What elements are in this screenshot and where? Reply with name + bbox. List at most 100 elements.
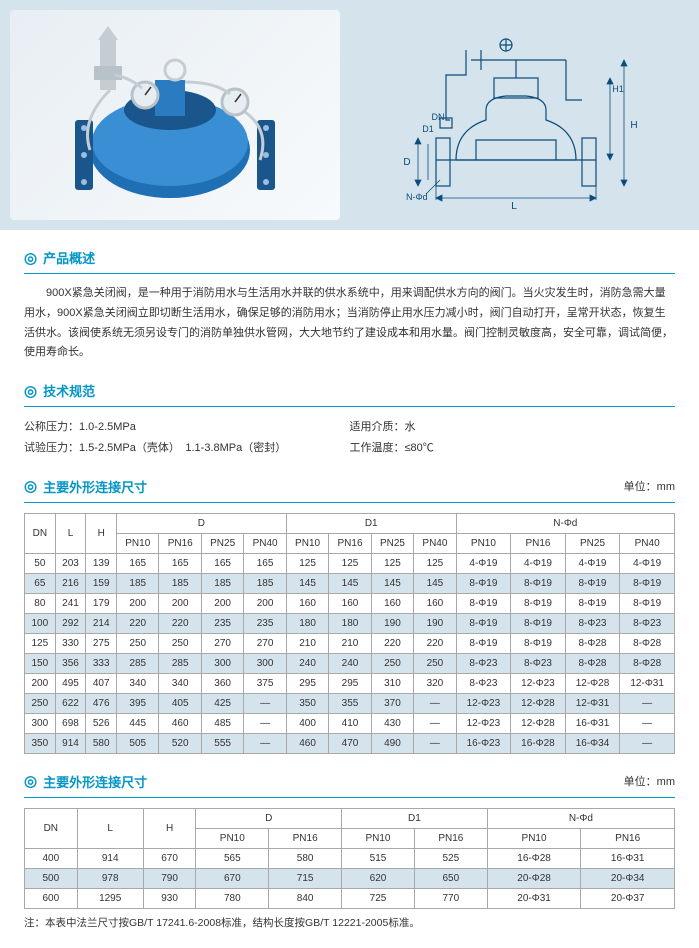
cell: 350 [286, 693, 328, 713]
cell: 190 [414, 613, 456, 633]
cell: 185 [244, 573, 286, 593]
cell: 555 [201, 733, 243, 753]
cell: 8-Φ19 [456, 573, 511, 593]
cell: 214 [86, 613, 117, 633]
bullet-icon: ◎ [24, 249, 37, 267]
cell: 20-Φ28 [487, 868, 581, 888]
cell: 410 [329, 713, 371, 733]
section-dim2: ◎ 主要外形连接尺寸 单位：mm [24, 772, 675, 798]
unit-label: 单位：mm [624, 478, 675, 494]
cell: 145 [414, 573, 456, 593]
cell: 16-Φ34 [565, 733, 620, 753]
top-panel: L D D1 DN H H1 N- [0, 0, 699, 230]
cell: 360 [201, 673, 243, 693]
cell: 780 [196, 888, 269, 908]
cell: 220 [371, 633, 413, 653]
cell: 160 [286, 593, 328, 613]
cell: 460 [159, 713, 201, 733]
col-header: L [77, 808, 143, 848]
cell: 8-Φ23 [565, 613, 620, 633]
cell: 165 [201, 553, 243, 573]
cell: 8-Φ19 [511, 633, 566, 653]
bullet-icon: ◎ [24, 772, 37, 790]
sub-header: PN16 [159, 533, 201, 553]
dim-L: L [511, 201, 517, 210]
col-header: DN [25, 808, 78, 848]
cell: 8-Φ28 [565, 653, 620, 673]
dim-H: H [630, 120, 637, 131]
cell: 145 [286, 573, 328, 593]
cell: 270 [201, 633, 243, 653]
cell: — [414, 693, 456, 713]
table-row: 350914580505520555—460470490—16-Φ2316-Φ2… [25, 733, 675, 753]
cell: 4-Φ19 [620, 553, 675, 573]
cell: 160 [329, 593, 371, 613]
section-dim1: ◎ 主要外形连接尺寸 单位：mm [24, 477, 675, 503]
cell: 600 [25, 888, 78, 908]
sub-header: PN40 [244, 533, 286, 553]
cell: 250 [117, 633, 159, 653]
cell: 300 [244, 653, 286, 673]
cell: 12-Φ28 [511, 693, 566, 713]
cell: 8-Φ23 [511, 653, 566, 673]
spec-value: 1.0-2.5MPa [79, 421, 136, 433]
cell: — [620, 693, 675, 713]
cell: 715 [269, 868, 342, 888]
sub-header: PN10 [456, 533, 511, 553]
cell: 300 [25, 713, 56, 733]
dim-H1: H1 [612, 84, 624, 94]
table-row: 652161591851851851851451451451458-Φ198-Φ… [25, 573, 675, 593]
cell: 930 [143, 888, 196, 908]
table-row: 50097879067071562065020-Φ2820-Φ34 [25, 868, 675, 888]
col-header: N-Φd [456, 513, 674, 533]
cell: — [414, 733, 456, 753]
spec-value: 水 [405, 421, 416, 433]
cell: 16-Φ31 [581, 848, 675, 868]
bullet-icon: ◎ [24, 477, 37, 495]
cell: 515 [342, 848, 415, 868]
cell: 300 [201, 653, 243, 673]
cell: 8-Φ19 [511, 593, 566, 613]
sub-header: PN16 [511, 533, 566, 553]
cell: 200 [201, 593, 243, 613]
overview-title: 产品概述 [43, 248, 95, 267]
table-row: 600129593078084072577020-Φ3120-Φ37 [25, 888, 675, 908]
cell: 525 [414, 848, 487, 868]
cell: 356 [55, 653, 86, 673]
cell: 80 [25, 593, 56, 613]
cell: 292 [55, 613, 86, 633]
cell: 490 [371, 733, 413, 753]
cell: 580 [269, 848, 342, 868]
cell: 520 [159, 733, 201, 753]
col-header: D [196, 808, 342, 828]
cell: 790 [143, 868, 196, 888]
cell: 485 [201, 713, 243, 733]
cell: 978 [77, 868, 143, 888]
cell: 405 [159, 693, 201, 713]
cell: 16-Φ23 [456, 733, 511, 753]
cell: 50 [25, 553, 56, 573]
cell: 1295 [77, 888, 143, 908]
cell: 12-Φ28 [565, 673, 620, 693]
cell: 914 [55, 733, 86, 753]
dim-D: D [403, 157, 410, 168]
cell: 330 [55, 633, 86, 653]
cell: 20-Φ31 [487, 888, 581, 908]
table-row: 802411792002002002001601601601608-Φ198-Φ… [25, 593, 675, 613]
cell: 914 [77, 848, 143, 868]
spec-label: 公称压力： [24, 421, 79, 433]
cell: 4-Φ19 [511, 553, 566, 573]
sub-header: PN10 [117, 533, 159, 553]
table-row: 40091467056558051552516-Φ2816-Φ31 [25, 848, 675, 868]
cell: 180 [329, 613, 371, 633]
section-overview: ◎ 产品概述 [24, 248, 675, 274]
cell: 670 [143, 848, 196, 868]
cell: 285 [117, 653, 159, 673]
cell: — [620, 733, 675, 753]
dim-D1: D1 [422, 124, 434, 134]
cell: 165 [159, 553, 201, 573]
cell: 8-Φ28 [620, 653, 675, 673]
cell: 100 [25, 613, 56, 633]
cell: 203 [55, 553, 86, 573]
spec-title: 技术规范 [43, 381, 95, 400]
